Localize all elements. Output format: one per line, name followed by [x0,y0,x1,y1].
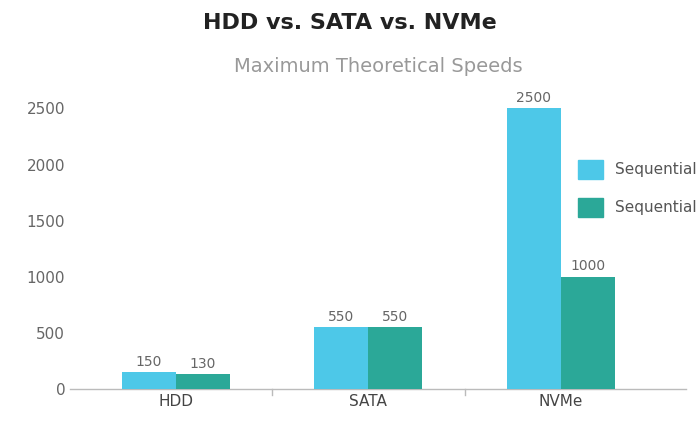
Text: 2500: 2500 [517,91,552,105]
Text: 130: 130 [190,357,216,371]
Bar [368,327,422,389]
Title: Maximum Theoretical Speeds: Maximum Theoretical Speeds [234,57,522,76]
Bar [314,327,368,389]
Text: 550: 550 [382,310,409,324]
Bar [122,372,176,389]
Legend: Sequential Read, Sequential Write: Sequential Read, Sequential Write [570,152,700,225]
Text: 150: 150 [136,355,162,369]
Text: 550: 550 [328,310,355,324]
Bar [561,277,615,389]
Text: HDD vs. SATA vs. NVMe: HDD vs. SATA vs. NVMe [203,13,497,34]
Bar [507,109,561,389]
Bar [176,374,230,389]
Text: 1000: 1000 [570,259,606,274]
